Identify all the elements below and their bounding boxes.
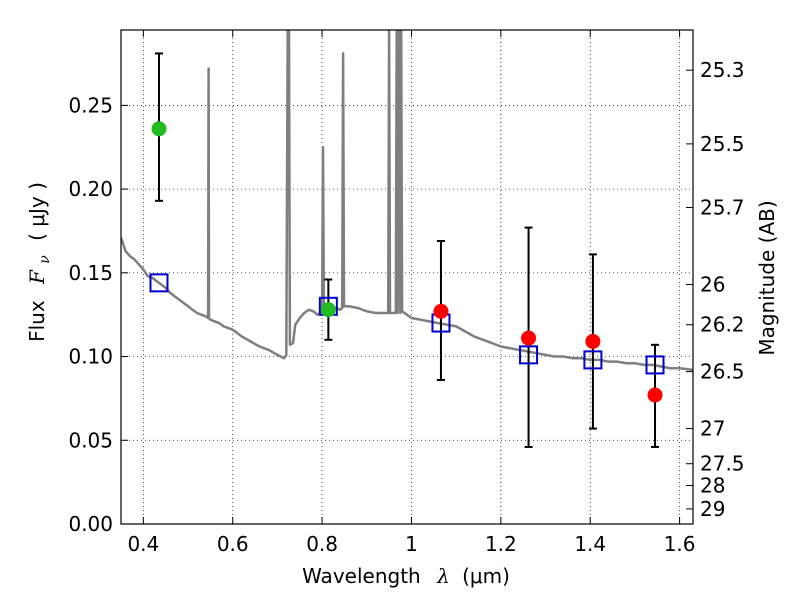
plot-frame bbox=[120, 29, 694, 525]
x-axis-label-unit: (μm) bbox=[462, 564, 510, 588]
observed-flux-point bbox=[433, 303, 449, 319]
y-axis-label-text: Flux bbox=[25, 300, 49, 342]
y-axis-label-symbol: F bbox=[25, 269, 49, 285]
observed-flux-point bbox=[151, 121, 167, 137]
x-axis-label: Wavelength λ (μm) bbox=[302, 564, 510, 588]
y2-tick-label: 27 bbox=[700, 417, 725, 441]
x-tick-label: 1.2 bbox=[485, 532, 517, 556]
data-markers bbox=[149, 121, 665, 403]
x-axis-label-symbol: λ bbox=[436, 564, 450, 588]
observed-flux-point bbox=[521, 330, 537, 346]
y2-tick-label: 25.7 bbox=[700, 196, 745, 220]
model-flux-square bbox=[583, 350, 603, 370]
y2-tick-label: 27.5 bbox=[700, 452, 745, 476]
x-tick-label: 1.4 bbox=[574, 532, 606, 556]
y-axis-label-unit: ( μJy ) bbox=[25, 182, 49, 241]
spectrum-line bbox=[121, 30, 693, 372]
model-flux-square bbox=[149, 273, 169, 293]
y-tick-label: 0.20 bbox=[68, 177, 113, 201]
y-tick-label: 0.00 bbox=[68, 512, 113, 536]
model-flux-square bbox=[645, 355, 665, 375]
x-tick-label: 0.8 bbox=[306, 532, 338, 556]
y-tick-label: 0.25 bbox=[68, 93, 113, 117]
observed-flux-point bbox=[585, 333, 601, 349]
y2-tick-label: 26.2 bbox=[700, 313, 745, 337]
y-tick-label: 0.15 bbox=[68, 261, 113, 285]
x-axis-label-text: Wavelength bbox=[302, 564, 421, 588]
x-tick-label: 0.4 bbox=[127, 532, 159, 556]
y-tick-label: 0.10 bbox=[68, 345, 113, 369]
axis-ticks: 0.4 0.6 0.8 1 1.2 1.4 1.6 0.00 0.05 0.10 0.15 0.20 0… bbox=[68, 30, 745, 556]
x-tick-label: 0.6 bbox=[217, 532, 249, 556]
y2-tick-label: 29 bbox=[700, 497, 725, 521]
y2-tick-label: 28 bbox=[700, 473, 725, 497]
y2-tick-label: 26 bbox=[700, 273, 725, 297]
model-spectrum bbox=[121, 30, 693, 372]
x-tick-label: 1 bbox=[405, 532, 418, 556]
x-tick-label: 1.6 bbox=[664, 532, 696, 556]
observed-flux-point bbox=[647, 387, 663, 403]
y2-axis-label: Magnitude (AB) bbox=[755, 200, 779, 355]
observed-flux-point bbox=[320, 302, 336, 318]
y2-tick-label: 26.5 bbox=[700, 360, 745, 384]
y-axis-label-subscript: ν bbox=[37, 255, 53, 264]
y2-tick-label: 25.3 bbox=[700, 58, 745, 82]
model-flux-square bbox=[519, 345, 539, 365]
y-axis-label: Flux F ν ( μJy ) bbox=[25, 182, 54, 342]
y-tick-label: 0.05 bbox=[68, 428, 113, 452]
y2-tick-label: 25.5 bbox=[700, 132, 745, 156]
